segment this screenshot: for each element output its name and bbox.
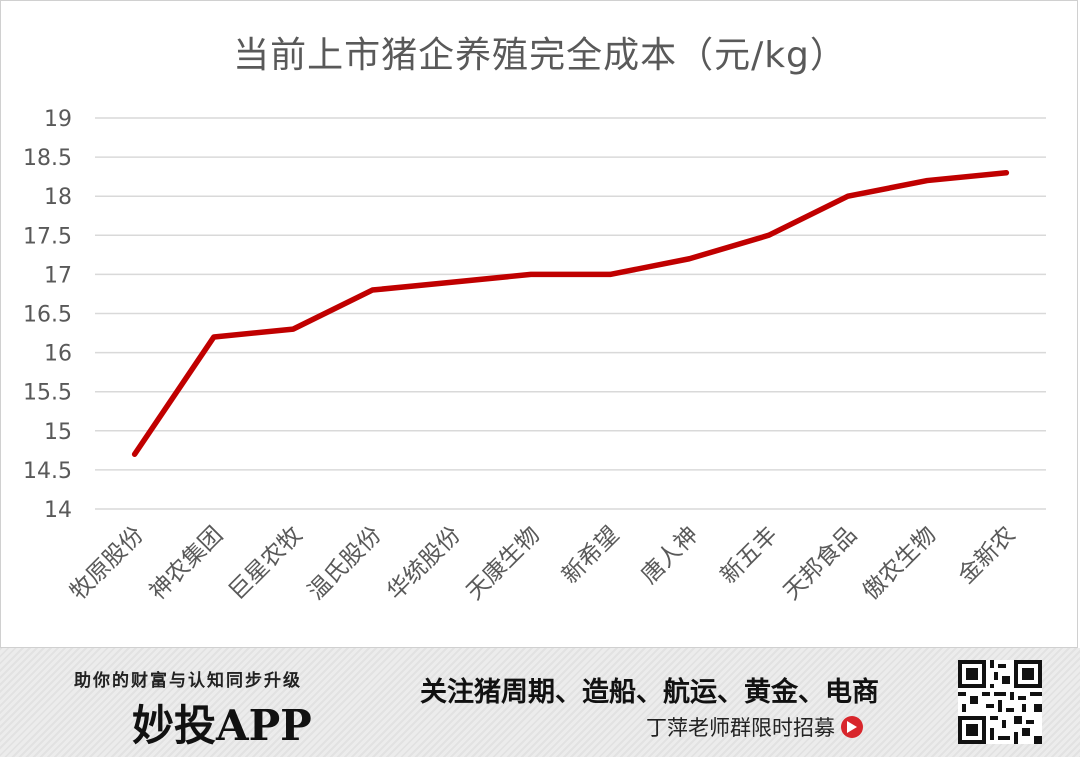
slogan-text: 助你的财富与认知同步升级 [74,671,302,691]
recruit-link[interactable]: 丁萍老师群限时招募 [646,712,863,742]
line-chart: 14 14.5 15 15.5 16 16.5 17 17.5 18 18.5 19 牧原股份神农集… [23,107,1046,605]
x-tick-label: 神农集团 [145,522,228,605]
y-tick-label: 14.5 [23,459,72,484]
gridlines [95,117,1046,510]
y-tick-label: 16 [44,342,72,367]
y-tick-label: 15 [44,420,72,445]
y-axis-ticks: 14 14.5 15 15.5 16 16.5 17 17.5 18 18.5 19 [23,107,72,523]
x-tick-label: 金新农 [953,522,1020,589]
arrow-right-icon [841,716,863,738]
qr-code-icon[interactable] [958,660,1042,744]
series-line [131,169,1010,458]
brand-logo: 妙投APP [132,701,312,750]
x-tick-label: 牧原股份 [65,522,148,605]
x-tick-label: 新五丰 [716,522,783,589]
y-tick-label: 19 [44,107,72,132]
y-tick-label: 18.5 [23,146,72,171]
y-tick-label: 17 [44,263,72,288]
x-tick-label: 天邦食品 [779,522,862,605]
follow-text: 关注猪周期、造船、航运、黄金、电商 [420,677,879,708]
chart-frame [0,0,1078,648]
x-tick-label: 傲农生物 [858,522,941,605]
x-tick-label: 天康生物 [462,522,545,605]
y-tick-label: 18 [44,185,72,210]
y-tick-label: 14 [44,498,72,523]
promo-banner: 助你的财富与认知同步升级 妙投APP 关注猪周期、造船、航运、黄金、电商 丁萍老… [0,648,1080,757]
chart-title: 当前上市猪企养殖完全成本（元/kg） [233,35,847,76]
x-tick-label: 巨星农牧 [224,522,307,605]
x-tick-label: 温氏股份 [303,522,386,605]
y-tick-label: 17.5 [23,224,72,249]
x-tick-label: 新希望 [557,522,624,589]
x-tick-label: 华统股份 [382,522,465,605]
x-tick-label: 唐人神 [636,522,703,589]
recruit-text: 丁萍老师群限时招募 [646,716,835,740]
series-line-path [131,169,1010,458]
y-tick-label: 16.5 [23,303,72,328]
y-tick-label: 15.5 [23,381,72,406]
